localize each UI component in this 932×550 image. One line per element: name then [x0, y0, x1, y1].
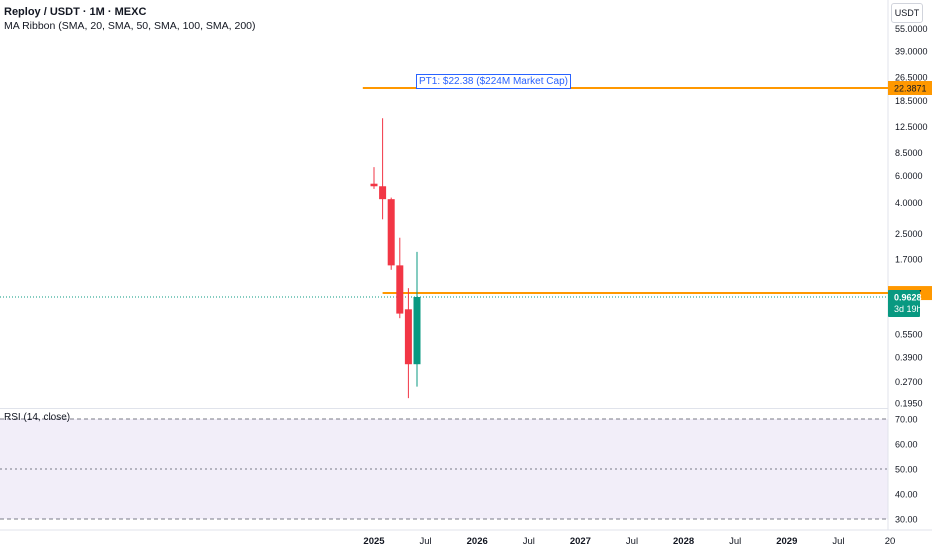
ma-ribbon-indicator-label[interactable]: MA Ribbon (SMA, 20, SMA, 50, SMA, 100, S…	[4, 20, 256, 32]
price-tick-label: 6.0000	[895, 171, 923, 181]
price-tick-label: 18.5000	[895, 96, 928, 106]
time-tick-label: 2028	[673, 536, 694, 547]
price-tick-label: 12.5000	[895, 122, 928, 132]
time-tick-label: 2026	[467, 536, 488, 547]
time-tick-label: 2025	[363, 536, 385, 547]
time-tick-label: Jul	[420, 536, 432, 547]
candle-body	[370, 183, 378, 187]
time-tick-label: 2029	[776, 536, 797, 547]
price-tick-label: 55.0000	[895, 24, 928, 34]
time-tick-label: Jul	[729, 536, 741, 547]
price-tick-label: 8.5000	[895, 148, 923, 158]
candle-body	[387, 199, 395, 266]
rsi-tick-label: 60.00	[895, 440, 918, 450]
rsi-tick-label: 70.00	[895, 415, 918, 425]
chart-legend: Reploy / USDT · 1M · MEXC MA Ribbon (SMA…	[4, 5, 256, 33]
price-tick-label: 2.5000	[895, 229, 923, 239]
candle-body	[379, 186, 387, 200]
currency-button[interactable]: USDT	[891, 3, 923, 23]
price-tick-label: 0.3900	[895, 353, 923, 363]
rsi-tick-label: 30.00	[895, 515, 918, 525]
time-tick-label: Jul	[626, 536, 638, 547]
time-tick-label: 2027	[570, 536, 591, 547]
last-price-label: 0.9628	[894, 293, 922, 303]
level-price-tag-label: 22.3871	[894, 84, 927, 94]
price-tick-label: 0.1950	[895, 399, 923, 409]
price-tick-label: 4.0000	[895, 198, 923, 208]
rsi-tick-label: 50.00	[895, 465, 918, 475]
symbol-title[interactable]: Reploy / USDT · 1M · MEXC	[4, 6, 147, 18]
candle-body	[396, 265, 404, 314]
time-tick-label: Jul	[523, 536, 535, 547]
rsi-tick-label: 40.00	[895, 490, 918, 500]
price-tick-label: 0.5500	[895, 330, 923, 340]
time-tick-label: Jul	[832, 536, 844, 547]
pt1-annotation[interactable]: PT1: $22.38 ($224M Market Cap)	[416, 74, 571, 89]
rsi-band	[0, 419, 888, 519]
rsi-indicator-label[interactable]: RSI (14, close)	[4, 412, 71, 423]
candle-body	[413, 297, 421, 365]
pane-separator	[0, 408, 888, 409]
countdown-label: 3d 19h	[894, 304, 922, 314]
price-tick-label: 26.5000	[895, 72, 928, 82]
candle-body	[404, 309, 412, 365]
price-tick-label: 0.2700	[895, 377, 923, 387]
last-price-tag	[888, 290, 920, 317]
level-price-tag	[888, 81, 932, 95]
price-tick-label: 1.7000	[895, 255, 923, 265]
price-tick-label: 39.0000	[895, 47, 928, 57]
time-tick-label: 20	[885, 536, 896, 547]
